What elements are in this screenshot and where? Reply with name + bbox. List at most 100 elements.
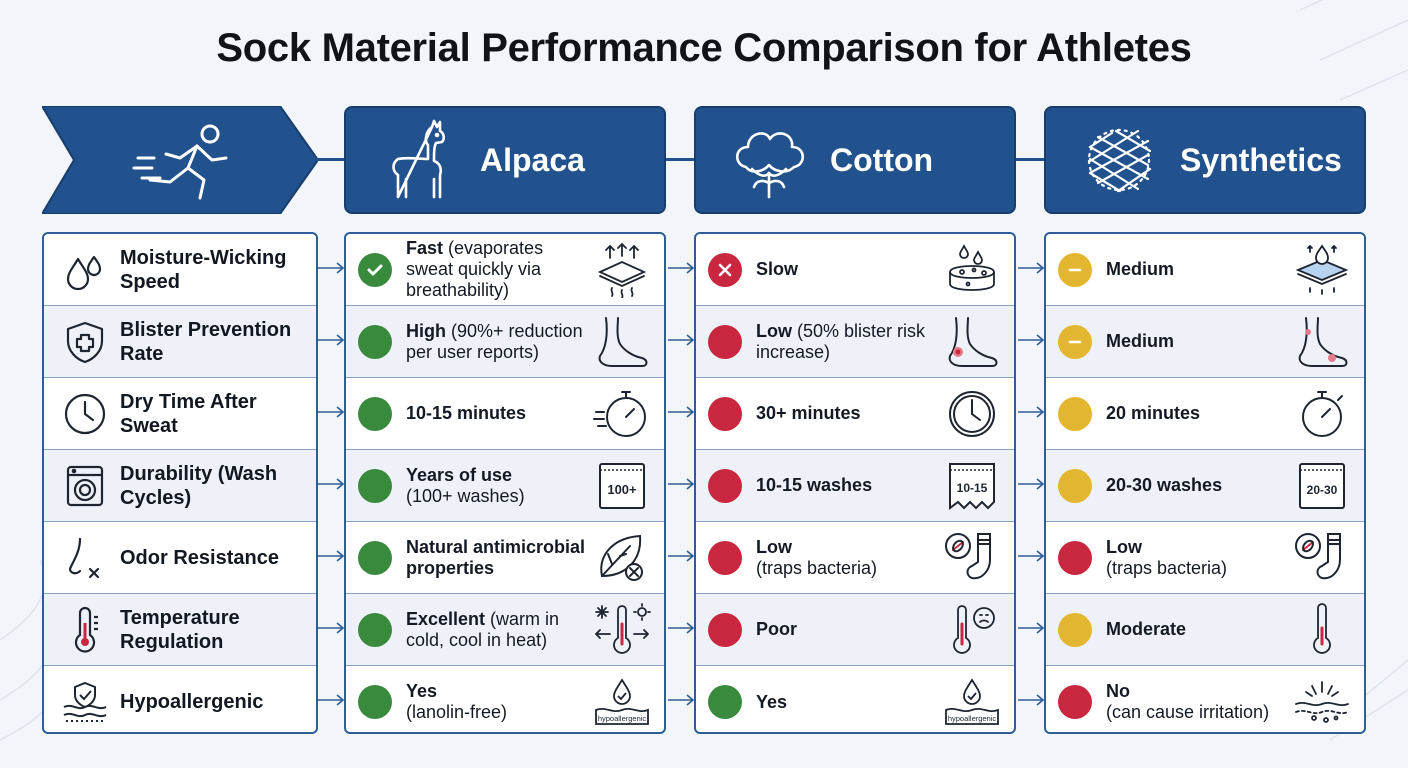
mesh-fiber-icon: [1087, 128, 1152, 193]
irritated-foot-icon: [1298, 316, 1348, 367]
bacteria-sock-icon: [945, 532, 991, 579]
cell: Fast (evaporates sweat quickly via breat…: [346, 234, 664, 306]
foot-icon: [598, 316, 648, 367]
connector-arrow: [668, 406, 695, 418]
cotton-boll-icon: [735, 132, 805, 199]
evaporation-fabric-icon: [597, 242, 647, 298]
status-medium-icon: [1058, 396, 1092, 431]
droplets-icon: [66, 255, 102, 290]
svg-text:hypoallergenic: hypoallergenic: [598, 714, 647, 723]
column-header-cotton: Cotton: [694, 106, 1016, 214]
status-good-icon: [358, 252, 392, 287]
status-bad-icon: [708, 612, 742, 647]
runner-icon: [132, 124, 228, 200]
wash-tag-icon: 100+: [599, 462, 645, 509]
attribute-row: Moisture-Wicking Speed: [44, 234, 316, 306]
connector-arrow: [1018, 550, 1045, 562]
alpaca-icon: [392, 119, 446, 199]
cell: No (can cause irritation): [1046, 666, 1364, 732]
shield-plus-icon: [66, 321, 104, 363]
cell: Moderate: [1046, 594, 1364, 666]
status-good-icon: [358, 685, 392, 719]
cell: 10-15 minutes: [346, 378, 664, 450]
status-bad-icon: [708, 396, 742, 431]
connector-arrow: [318, 262, 345, 274]
irritated-skin-icon: [1295, 681, 1349, 723]
attribute-row: Hypoallergenic: [44, 666, 316, 732]
status-bad-icon: [708, 468, 742, 503]
attribute-row: Temperature Regulation: [44, 594, 316, 666]
thermometer-icon: [74, 606, 98, 653]
status-bad-icon: [708, 252, 742, 287]
connector-arrow: [668, 334, 695, 346]
wicking-layer-icon: [1295, 243, 1349, 295]
blistered-foot-icon: [948, 316, 998, 367]
cell: High (90%+ reduction per user reports): [346, 306, 664, 378]
connector-arrow: [668, 694, 695, 706]
hypoallergenic-drop-icon: hypoallergenic: [945, 678, 999, 725]
connector-arrow: [1018, 406, 1045, 418]
connector-arrow: [318, 406, 345, 418]
svg-text:100+: 100+: [607, 482, 637, 497]
cell: Natural antimicrobial properties: [346, 522, 664, 594]
status-good-icon: [358, 468, 392, 503]
column-label: Cotton: [830, 141, 934, 178]
status-medium-icon: [1058, 324, 1092, 359]
status-bad-icon: [1058, 685, 1092, 719]
status-good-icon: [358, 396, 392, 431]
connector-arrow: [668, 262, 695, 274]
hot-cold-thermometer-icon: [595, 602, 651, 654]
attribute-row: Blister Prevention Rate: [44, 306, 316, 378]
torn-tag-icon: 10-15: [949, 462, 995, 510]
cell: 20 minutes: [1046, 378, 1364, 450]
alpaca-column: Fast (evaporates sweat quickly via breat…: [344, 232, 666, 734]
stopwatch-icon: [1302, 390, 1343, 437]
status-good-icon: [358, 324, 392, 359]
wash-tag-icon: 20-30: [1299, 462, 1345, 509]
attribute-row: Durability (Wash Cycles): [44, 450, 316, 522]
connector-arrow: [1018, 622, 1045, 634]
status-bad-icon: [1058, 540, 1092, 575]
connector-arrow: [318, 550, 345, 562]
status-bad-icon: [708, 540, 742, 575]
clock-icon: [949, 390, 995, 437]
header-arrow: [42, 106, 318, 214]
skin-shield-icon: [63, 681, 107, 722]
washing-machine-icon: [66, 465, 104, 506]
attribute-row: Odor Resistance: [44, 522, 316, 594]
column-label: Synthetics: [1180, 141, 1342, 178]
connector-arrow: [668, 478, 695, 490]
thermometer-icon: [1313, 602, 1331, 654]
status-good-icon: [358, 612, 392, 647]
hypoallergenic-drop-icon: hypoallergenic: [595, 678, 649, 725]
cell: Low (50% blister risk increase): [696, 306, 1014, 378]
svg-text:hypoallergenic: hypoallergenic: [948, 714, 997, 723]
attribute-list: Moisture-Wicking Speed Blister Preventio…: [42, 232, 318, 734]
connector-arrow: [1018, 334, 1045, 346]
bacteria-sock-icon: [1295, 532, 1341, 579]
page-title: Sock Material Performance Comparison for…: [216, 26, 1192, 70]
connector-arrow: [318, 694, 345, 706]
stopwatch-icon: [593, 390, 646, 437]
cell: Poor: [696, 594, 1014, 666]
cell: Yes (lanolin-free) hypoallergenic: [346, 666, 664, 732]
svg-text:10-15: 10-15: [957, 481, 988, 495]
column-header-alpaca: Alpaca: [344, 106, 666, 214]
status-good-icon: [358, 540, 392, 575]
nose-icon: [68, 537, 100, 578]
attribute-row: Dry Time After Sweat: [44, 378, 316, 450]
cell: Low (traps bacteria): [1046, 522, 1364, 594]
synthetics-column: Medium Medium 20 minutes 20-30 washes 20…: [1044, 232, 1366, 734]
column-label: Alpaca: [480, 141, 585, 178]
connector-arrow: [318, 334, 345, 346]
sad-thermometer-icon: [953, 604, 995, 654]
cell: Medium: [1046, 306, 1364, 378]
svg-text:20-30: 20-30: [1307, 483, 1338, 497]
wet-sponge-icon: [949, 243, 995, 291]
cell: Low (traps bacteria): [696, 522, 1014, 594]
cell: 20-30 washes 20-30: [1046, 450, 1364, 522]
cell: Medium: [1046, 234, 1364, 306]
connector-arrow: [1018, 262, 1045, 274]
cell: Excellent (warm in cold, cool in heat): [346, 594, 664, 666]
connector-arrow: [668, 550, 695, 562]
